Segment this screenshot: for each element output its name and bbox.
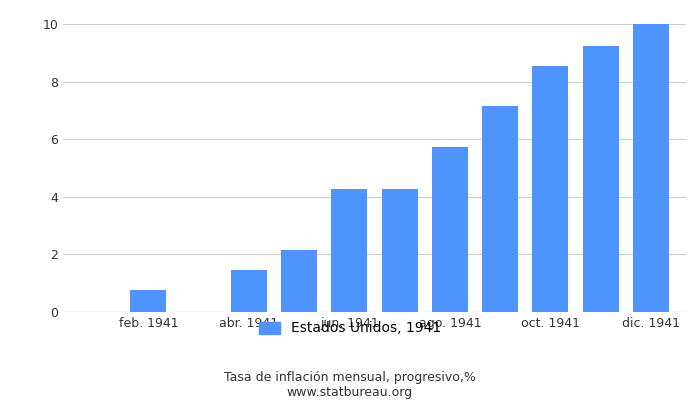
Bar — [532, 66, 568, 312]
Bar — [582, 46, 619, 312]
Bar — [633, 24, 669, 312]
Bar — [482, 106, 518, 312]
Bar — [231, 270, 267, 312]
Bar — [281, 250, 317, 312]
Text: www.statbureau.org: www.statbureau.org — [287, 386, 413, 399]
Text: Tasa de inflación mensual, progresivo,%: Tasa de inflación mensual, progresivo,% — [224, 372, 476, 384]
Bar — [432, 147, 468, 312]
Bar — [331, 189, 368, 312]
Bar — [382, 189, 418, 312]
Legend: Estados Unidos, 1941: Estados Unidos, 1941 — [253, 316, 447, 341]
Bar — [130, 290, 167, 312]
